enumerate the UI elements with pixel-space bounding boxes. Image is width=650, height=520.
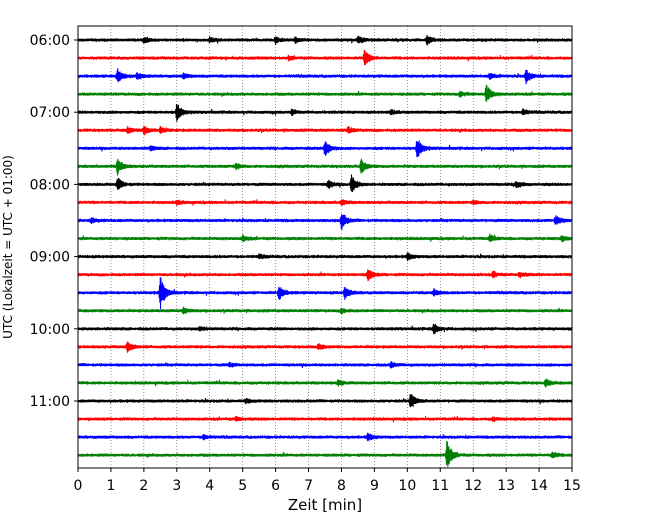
trace-line-10:30 [77,361,573,369]
x-tick-label: 3 [172,478,181,494]
x-tick-label: 7 [304,478,313,494]
y-tick-label: 11:00 [30,394,70,410]
trace-line-08:45 [77,233,573,243]
trace-line-07:30 [77,140,573,158]
trace-line-08:30 [77,214,573,230]
trace-line-07:00 [77,104,573,122]
x-tick-label: 1 [106,478,115,494]
trace-line-10:00 [77,323,573,335]
trace-line-08:00 [77,174,573,193]
trace-line-11:00 [77,394,573,408]
trace-line-11:45 [77,440,573,467]
x-tick-label: 5 [238,478,247,494]
trace-line-07:45 [77,158,573,176]
y-axis-ticks: 06:00 07:00 08:00 09:00 10:00 11:00 [30,33,78,410]
trace-line-06:30 [77,68,573,85]
x-tick-label: 14 [530,478,548,494]
plot-frame [77,25,573,469]
trace-line-06:15 [77,49,573,66]
trace-line-11:15 [77,415,573,423]
x-tick-label: 0 [74,478,83,494]
x-tick-label: 12 [464,478,482,494]
x-tick-label: 2 [139,478,148,494]
y-axis-title: UTC (Lokalzeit = UTC + 01:00) [1,155,15,339]
trace-line-09:30 [77,277,573,310]
trace-line-06:00 [77,34,573,46]
trace-line-10:45 [77,378,573,388]
trace-line-10:15 [77,341,573,353]
x-tick-label: 11 [431,478,449,494]
x-tick-label: 13 [497,478,515,494]
x-tick-label: 15 [563,478,581,494]
y-tick-label: 07:00 [30,105,70,121]
y-tick-label: 08:00 [30,177,70,193]
trace-line-07:15 [77,125,573,136]
trace-line-09:15 [77,269,573,282]
trace-line-09:00 [77,252,573,262]
trace-line-11:30 [77,432,573,442]
trace-line-08:15 [77,199,573,207]
x-tick-label: 4 [205,478,214,494]
trace-line-06:45 [77,84,573,102]
x-tick-label: 10 [398,478,416,494]
y-tick-label: 06:00 [30,33,70,49]
x-tick-label: 8 [337,478,346,494]
x-axis-ticks: 0 1 2 3 4 5 6 7 8 9 10 11 12 13 14 15 [74,468,581,494]
x-axis-title: Zeit [min] [288,496,362,514]
x-tick-label: 9 [370,478,379,494]
x-tick-label: 6 [271,478,280,494]
trace-lines [77,34,573,467]
y-tick-label: 09:00 [30,250,70,266]
trace-line-09:45 [77,306,573,315]
y-tick-label: 10:00 [30,322,70,338]
